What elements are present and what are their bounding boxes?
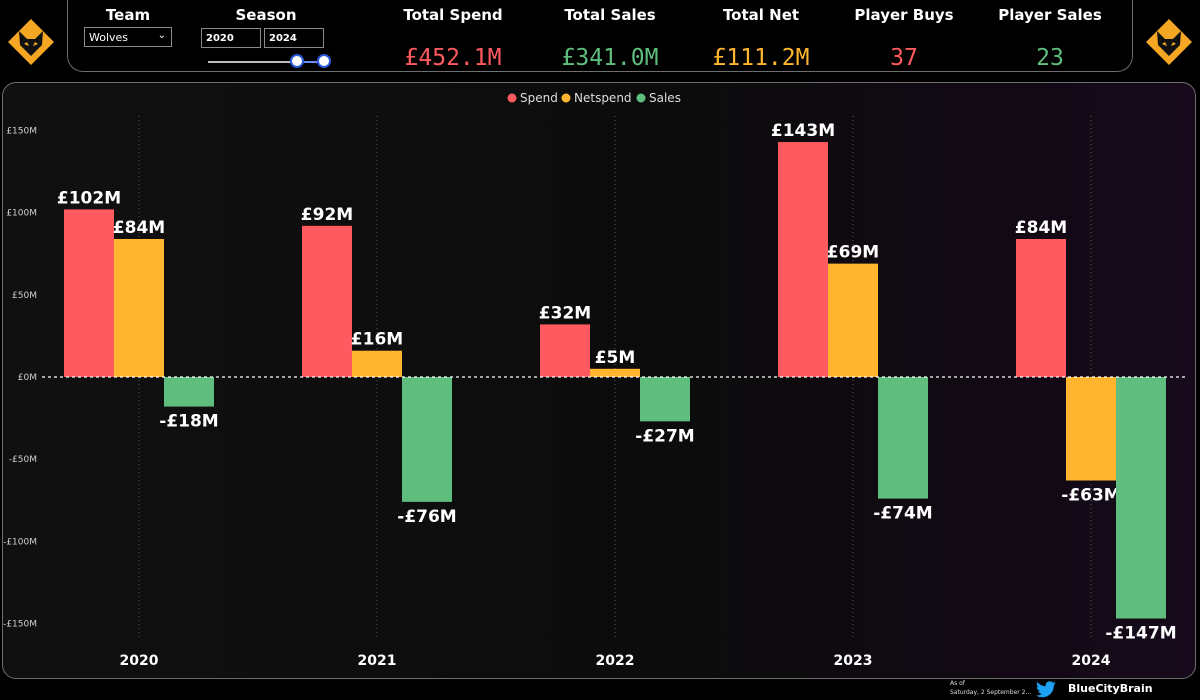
bar-sales-2020 <box>164 377 214 407</box>
wolves-logo-right <box>1146 19 1192 65</box>
kpi-value-total-spend: £452.1M <box>404 45 502 71</box>
data-label: £69M <box>827 243 879 263</box>
kpi-value-player-buys: 37 <box>890 45 918 71</box>
data-label: £92M <box>301 205 353 225</box>
kpi-value-total-net: £111.2M <box>712 45 810 71</box>
twitter-handle: BlueCityBrain <box>1068 682 1153 695</box>
data-label: -£27M <box>635 426 694 446</box>
bar-sales-2021 <box>402 377 452 502</box>
wolves-logo-left <box>8 19 54 65</box>
bar-spend-2020 <box>64 209 114 377</box>
data-label: £143M <box>771 121 835 141</box>
legend-label-spend: Spend <box>520 91 558 105</box>
x-category-label: 2023 <box>834 653 873 669</box>
data-label: £32M <box>539 303 591 323</box>
y-tick-label: -£150M <box>3 619 37 629</box>
as-of-note: As of Saturday, 2 September 2... <box>950 679 1031 697</box>
kpi-label-player-buys: Player Buys <box>854 6 954 24</box>
x-category-label: 2022 <box>596 653 635 669</box>
data-label: -£18M <box>159 412 218 432</box>
as-of-date: Saturday, 2 September 2... <box>950 689 1032 696</box>
y-tick-label: £150M <box>6 127 37 137</box>
bar-sales-2022 <box>640 377 690 422</box>
filter-kpi-panel: Team Wolves ⌄ Season 2020 2024 Total Spe… <box>67 0 1133 72</box>
legend-label-sales: Sales <box>649 91 681 105</box>
bar-netspend-2022 <box>590 368 640 377</box>
y-tick-label: £50M <box>12 291 37 301</box>
team-label: Team <box>105 6 151 24</box>
y-tick-label: £0M <box>18 373 37 383</box>
bar-netspend-2020 <box>114 238 164 377</box>
bar-spend-2022 <box>540 324 590 377</box>
team-dropdown[interactable]: Wolves ⌄ <box>84 27 172 47</box>
kpi-label-total-sales: Total Sales <box>564 6 656 24</box>
bar-netspend-2021 <box>352 350 402 377</box>
kpi-label-player-sales: Player Sales <box>998 6 1102 24</box>
season-end-input[interactable]: 2024 <box>264 28 324 48</box>
bar-sales-2024 <box>1116 377 1166 619</box>
x-category-label: 2021 <box>358 653 397 669</box>
legend-label-netspend: Netspend <box>574 91 632 105</box>
bar-spend-2024 <box>1016 238 1066 377</box>
data-label: £16M <box>351 330 403 350</box>
season-start-input[interactable]: 2020 <box>201 28 261 48</box>
kpi-label-total-net: Total Net <box>722 6 800 24</box>
data-label: -£76M <box>397 507 456 527</box>
kpi-value-player-sales: 23 <box>1036 45 1064 71</box>
data-label: £102M <box>57 188 121 208</box>
legend-marker-netspend <box>561 93 571 103</box>
data-label: £84M <box>113 218 165 238</box>
kpi-value-total-sales: £341.0M <box>561 45 659 71</box>
data-label: -£147M <box>1105 624 1176 644</box>
as-of-label: As of <box>950 680 965 687</box>
x-category-label: 2020 <box>120 653 159 669</box>
y-tick-label: -£50M <box>9 455 37 465</box>
data-label: -£74M <box>873 504 932 524</box>
kpi-label-total-spend: Total Spend <box>403 6 503 24</box>
x-category-label: 2024 <box>1072 653 1111 669</box>
bar-spend-2021 <box>302 225 352 377</box>
bar-sales-2023 <box>878 377 928 499</box>
season-slider-range <box>295 61 324 63</box>
y-tick-label: £100M <box>6 209 37 219</box>
data-label: -£63M <box>1061 486 1120 506</box>
season-slider-end-handle[interactable] <box>317 54 331 68</box>
chevron-down-icon: ⌄ <box>157 30 166 41</box>
season-slider-track[interactable] <box>208 61 324 63</box>
bar-netspend-2023 <box>828 263 878 377</box>
data-label: £84M <box>1015 218 1067 238</box>
legend-marker-sales <box>636 93 646 103</box>
season-slider-start-handle[interactable] <box>290 54 304 68</box>
data-label: £5M <box>595 348 636 368</box>
legend-marker-spend <box>507 93 517 103</box>
bar-spend-2023 <box>778 142 828 377</box>
team-dropdown-value: Wolves <box>89 31 129 44</box>
twitter-icon <box>1036 681 1056 698</box>
season-label: Season <box>235 6 297 24</box>
y-tick-label: -£100M <box>3 537 37 547</box>
bar-netspend-2024 <box>1066 377 1116 481</box>
